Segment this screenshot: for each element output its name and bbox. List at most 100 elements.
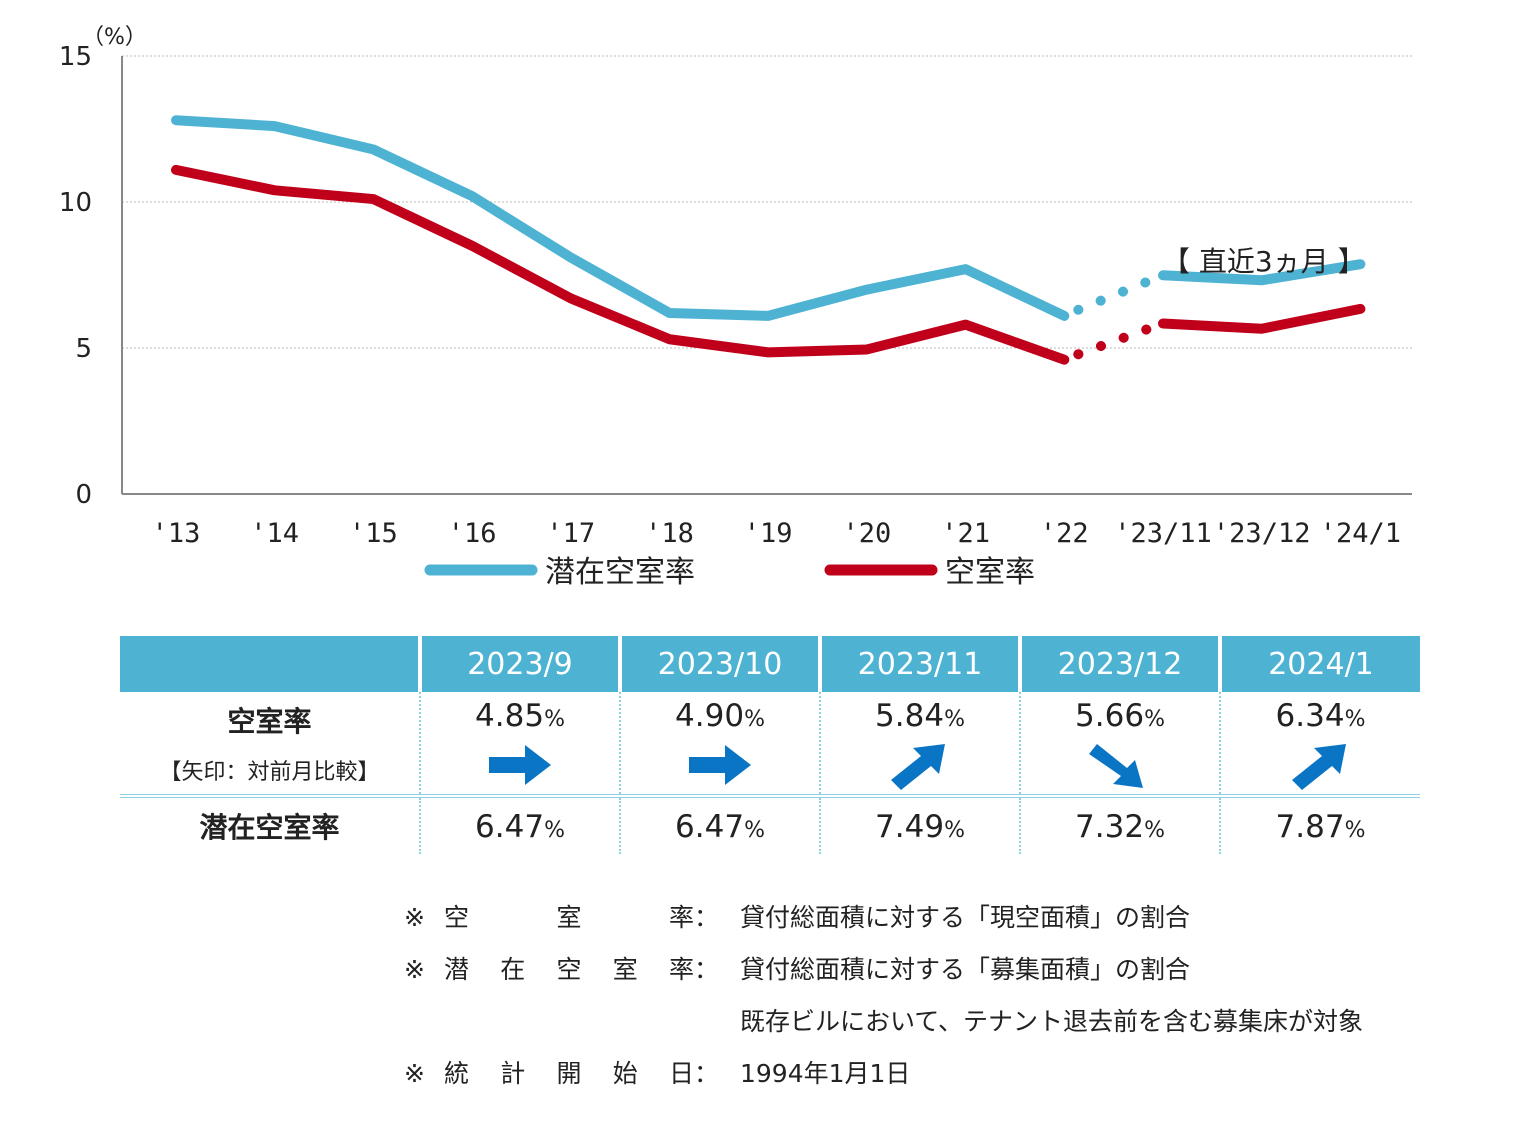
vacancy-value: 4.85: [475, 698, 545, 734]
note-label: 空 室 率: [444, 892, 694, 944]
x-tick-label: '16: [448, 518, 497, 549]
potential-cell: 7.87%: [1219, 794, 1420, 854]
x-tick-label: '15: [349, 518, 398, 549]
note-label-char: 始: [612, 1059, 638, 1088]
potential-value: 7.87: [1275, 809, 1345, 845]
legend-label-vacancy: 空室率: [945, 555, 1035, 590]
potential-label: 潜在空室率: [199, 811, 340, 844]
potential-value: 6.47: [675, 809, 745, 845]
arrow-shape: [1291, 744, 1346, 790]
note-label-char: 在: [500, 955, 526, 984]
y-tick-label: 5: [75, 334, 92, 364]
note-label-char: 室: [612, 955, 638, 984]
vacancy-cell: 6.34%: [1219, 692, 1420, 796]
vacancy-label: 空室率: [227, 705, 312, 738]
note-label-char: 開: [556, 1059, 582, 1088]
arrow-shape: [891, 744, 945, 790]
note-label: 統 計 開 始 日: [444, 1048, 694, 1100]
note-text: 貸付総面積に対する「現空面積」の割合: [740, 903, 1191, 932]
vacancy-cell: 4.85%: [419, 692, 620, 796]
header-month: 2024/1: [1218, 636, 1420, 692]
footnote-start-date: ※ 統 計 開 始 日 ： 1994年1月1日: [404, 1048, 1363, 1100]
x-tick-label: '23/11: [1114, 518, 1212, 549]
note-colon: ：: [694, 903, 720, 932]
line-chart: 0 5 10 15 '13 '14 '15 '16 '17 '18 '19 '20 '21 '22 '23…: [59, 25, 1412, 590]
note-mark: ※: [404, 1059, 425, 1088]
arrow-shape: [489, 745, 551, 785]
x-tick-label: '17: [546, 518, 595, 549]
percent-sign: %: [944, 818, 965, 843]
series-bridge-vacancy: [1073, 322, 1158, 360]
percent-sign: %: [744, 818, 765, 843]
note-text: 1994年1月1日: [740, 1059, 911, 1088]
percent-sign: %: [1144, 707, 1165, 732]
series-lines: [171, 115, 1366, 365]
x-tick-label: '13: [152, 518, 201, 549]
footnote-vacancy: ※ 空 室 率 ： 貸付総面積に対する「現空面積」の割合: [404, 892, 1363, 944]
x-tick-label: '23/12: [1213, 518, 1311, 549]
percent-sign: %: [944, 707, 965, 732]
potential-row: 潜在空室率 6.47% 6.47% 7.49% 7.32% 7.87%: [120, 794, 1420, 854]
potential-cell: 6.47%: [619, 794, 820, 854]
note-label-char: 室: [556, 903, 582, 932]
note-label-char: 率: [668, 955, 694, 984]
series-line-potential: [171, 115, 1070, 321]
percent-sign: %: [1344, 707, 1366, 732]
potential-value: 7.49: [875, 809, 945, 845]
footnote-potential: ※ 潜 在 空 室 率 ： 貸付総面積に対する「募集面積」の割合: [404, 944, 1363, 996]
note-label-char: 空: [444, 903, 470, 932]
note-label-char: 統: [444, 1059, 470, 1088]
x-tick-label: '20: [843, 518, 892, 549]
percent-sign: %: [1344, 818, 1366, 843]
note-colon: ：: [694, 955, 720, 984]
potential-value: 6.47: [475, 809, 545, 845]
x-tick-label: '21: [941, 518, 990, 549]
note-label-char: 率: [668, 903, 694, 932]
vacancy-value: 6.34: [1275, 698, 1345, 734]
axes: [121, 56, 1412, 495]
potential-row-header: 潜在空室率: [120, 794, 420, 854]
footnotes: ※ 空 室 率 ： 貸付総面積に対する「現空面積」の割合 ※ 潜 在 空 室 率…: [404, 892, 1363, 1100]
percent-sign: %: [1144, 818, 1165, 843]
summary-table: 2023/9 2023/10 2023/11 2023/12 2024/1 空室…: [120, 636, 1420, 854]
x-tick-label: '14: [250, 518, 299, 549]
table-header-row: 2023/9 2023/10 2023/11 2023/12 2024/1: [120, 636, 1420, 692]
series-bridge-potential: [1073, 274, 1158, 315]
legend-label-potential: 潜在空室率: [545, 555, 695, 590]
header-month: 2023/9: [418, 636, 620, 692]
series-line-recent-potential: [1158, 259, 1366, 286]
trend-arrow-icon: [689, 745, 751, 785]
vacancy-value: 4.90: [675, 698, 745, 734]
potential-value: 7.32: [1075, 809, 1145, 845]
y-axis-ticks: 0 5 10 15: [59, 42, 92, 510]
vacancy-row: 空室率 【矢印：対前月比較】 4.85% 4.90% 5.84% 5.66% 6…: [120, 692, 1420, 796]
note-text: 既存ビルにおいて、テナント退去前を含む募集床が対象: [740, 1007, 1364, 1036]
arrow-legend: 【矢印：対前月比較】: [159, 760, 380, 785]
percent-sign: %: [544, 707, 565, 732]
note-label-char: 日: [668, 1059, 694, 1088]
trend-arrow-icon: [1291, 744, 1346, 790]
arrow-shape: [689, 745, 751, 785]
header-month: 2023/12: [1018, 636, 1220, 692]
x-tick-label: '22: [1040, 518, 1089, 549]
note-colon: [694, 996, 740, 1048]
series-line-vacancy: [171, 164, 1070, 365]
note-text: 貸付総面積に対する「募集面積」の割合: [740, 955, 1191, 984]
potential-cell: 6.47%: [419, 794, 620, 854]
note-mark: ※: [404, 955, 425, 984]
note-label-char: 計: [500, 1059, 526, 1088]
footnote-potential-detail: 既存ビルにおいて、テナント退去前を含む募集床が対象: [404, 996, 1363, 1048]
note-label: 潜 在 空 室 率: [444, 944, 694, 996]
trend-arrow-icon: [891, 744, 945, 790]
note-mark: [404, 996, 444, 1048]
note-colon: ：: [694, 1059, 720, 1088]
y-unit-label: （%）: [82, 25, 147, 50]
series-line-recent-vacancy: [1158, 303, 1366, 334]
trend-arrow-icon: [489, 745, 551, 785]
x-tick-label: '24/1: [1320, 518, 1401, 549]
y-tick-label: 15: [59, 42, 92, 72]
note-label-char: 潜: [444, 955, 470, 984]
header-month: 2023/10: [618, 636, 820, 692]
note-mark: ※: [404, 903, 425, 932]
percent-sign: %: [544, 818, 565, 843]
